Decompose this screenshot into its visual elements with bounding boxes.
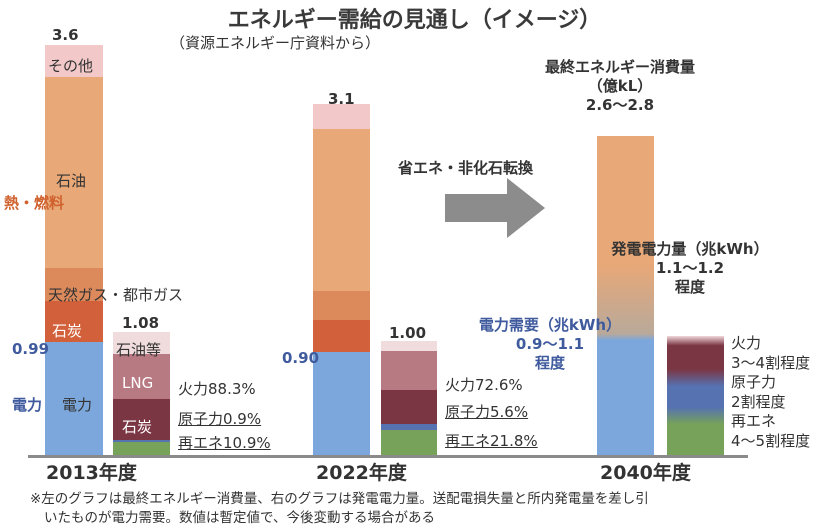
label-oil: 石油 (56, 172, 87, 190)
arrow-right-icon (445, 178, 545, 238)
power-demand-2013: 0.99 (12, 340, 50, 358)
bar-2013-generation-nuclear (113, 440, 170, 442)
label-gas: 天然ガス・都市ガス (48, 286, 184, 304)
bar-2013-consumption-other (45, 44, 103, 77)
demand-2040-suffix: 程度 (534, 354, 565, 372)
bar-2022-generation-oil_gen (381, 341, 437, 351)
bar-2013-generation-renew (113, 441, 170, 455)
share-thermal-2022: 火力72.6% (445, 376, 523, 394)
generation-2040-range: 1.1〜1.2 (655, 259, 725, 277)
year-label-2022: 2022年度 (316, 462, 407, 484)
consumption-2040-label: 最終エネルギー消費量 （億kL） 2.6〜2.8 (520, 58, 720, 115)
share-nuclear-2040-name: 原子力 (731, 373, 777, 391)
label-other: その他 (48, 57, 94, 75)
bar-2022-consumption-coal (313, 320, 370, 353)
share-nuclear-2022: 原子力5.6% (445, 403, 529, 421)
shares-2040: 火力 3〜4割程度 原子力 2割程度 再エネ 4〜5割程度 (731, 334, 810, 451)
total-2013-consumption: 3.6 (52, 26, 79, 44)
bar-2013-generation-coal_gen (113, 399, 170, 441)
footnote-line-2: いたものが電力需要。数値は暫定値で、今後変動する場合がある (44, 510, 435, 526)
bar-2013-consumption-power (45, 342, 103, 455)
bar-2022-consumption-gas (313, 290, 370, 321)
year-label-2013: 2013年度 (46, 462, 137, 484)
demand-2040-range: 0.9〜1.1 (515, 335, 585, 353)
label-power: 電力 (62, 396, 93, 414)
bar-2022-generation-nuclear (381, 423, 437, 431)
bar-2022-consumption-oil (313, 128, 370, 291)
bar-2040-generation (667, 336, 724, 455)
generation-2040-title: 発電電力量（兆kWh） (611, 240, 769, 258)
bar-2022-generation-renew (381, 430, 437, 455)
label-coal: 石炭 (52, 322, 83, 340)
footnote-line-1: ※左のグラフは最終エネルギー消費量、右のグラフは発電電力量。送配電損失量と所内発… (30, 491, 649, 507)
bar-2013-consumption-oil (45, 76, 103, 269)
share-nuclear-2040-range: 2割程度 (731, 392, 786, 411)
total-2022-consumption: 3.1 (328, 90, 355, 108)
arrow-label: 省エネ・非化石転換 (398, 159, 534, 177)
consumption-2040-unit: （億kL） (587, 77, 653, 95)
consumption-2040-title: 最終エネルギー消費量 (544, 58, 695, 76)
total-2022-generation: 1.00 (389, 324, 427, 342)
label-coal-gen: 石炭 (122, 418, 153, 436)
share-thermal-2040-range: 3〜4割程度 (731, 353, 811, 372)
demand-2040-title: 電力需要（兆kWh） (478, 316, 622, 334)
bar-2022-generation-coal_gen (381, 389, 437, 424)
share-renew-2040-name: 再エネ (731, 412, 777, 430)
total-2013-generation: 1.08 (122, 314, 160, 332)
share-thermal-2040-name: 火力 (731, 334, 762, 352)
bar-2022-generation-lng (381, 350, 437, 390)
bar-2013-generation-lng (113, 353, 170, 400)
bar-2013-consumption-gas (45, 268, 103, 302)
bar-2040-consumption (597, 135, 654, 455)
consumption-2040-range: 2.6〜2.8 (585, 96, 655, 114)
bar-2022-consumption-power (313, 352, 370, 455)
share-renew-2022: 再エネ21.8% (445, 432, 538, 450)
x-axis-line (28, 455, 748, 458)
generation-2040-label: 発電電力量（兆kWh） 1.1〜1.2 程度 (585, 240, 795, 297)
bar-2013-generation-oil_gen (113, 332, 170, 354)
generation-2040-suffix: 程度 (674, 278, 705, 296)
chart-subtitle: （資源エネルギー庁資料から） (170, 34, 381, 52)
chart-title: エネルギー需給の見通し（イメージ） (227, 8, 602, 33)
heat-fuel-label: 熱・燃料 (4, 194, 65, 212)
label-oil-gen: 石油等 (116, 341, 162, 359)
year-label-2040: 2040年度 (600, 462, 691, 484)
share-renew-2013: 再エネ10.9% (178, 434, 271, 452)
share-thermal-2013: 火力88.3% (178, 380, 256, 398)
power-side-label: 電力 (12, 396, 43, 414)
label-lng: LNG (122, 374, 154, 392)
demand-2040-label: 電力需要（兆kWh） 0.9〜1.1 程度 (455, 316, 645, 373)
power-demand-2022: 0.90 (282, 349, 320, 367)
bar-2013-consumption-coal (45, 301, 103, 343)
share-renew-2040-range: 4〜5割程度 (731, 431, 811, 450)
bar-2022-consumption-other (313, 103, 370, 129)
share-nuclear-2013: 原子力0.9% (178, 410, 262, 428)
